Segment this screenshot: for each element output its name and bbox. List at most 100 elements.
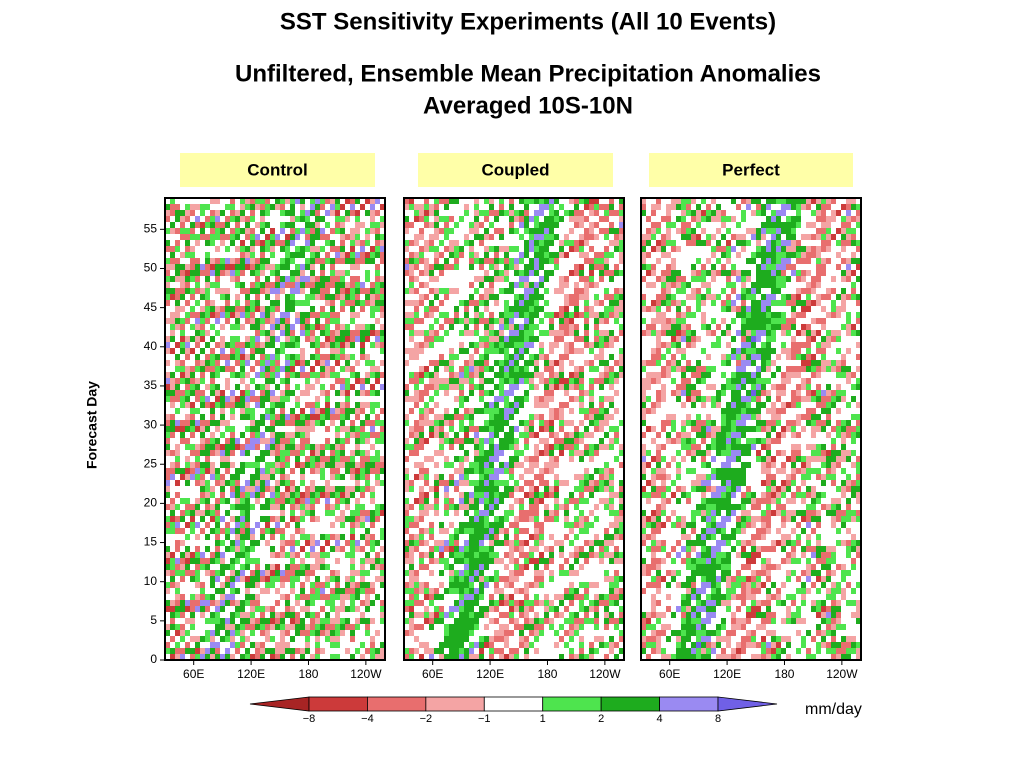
contour-cell	[290, 618, 295, 624]
contour-cell	[335, 228, 340, 234]
contour-cell	[524, 252, 529, 258]
contour-cell	[305, 624, 310, 630]
contour-cell	[345, 588, 350, 594]
contour-cell	[424, 468, 429, 474]
contour-cell	[459, 426, 464, 432]
contour-cell	[424, 264, 429, 270]
contour-cell	[225, 648, 230, 654]
contour-cell	[584, 204, 589, 210]
contour-cell	[280, 258, 285, 264]
contour-cell	[419, 468, 424, 474]
contour-cell	[200, 222, 205, 228]
contour-cell	[604, 330, 609, 336]
contour-cell	[584, 450, 589, 456]
contour-cell	[494, 468, 499, 474]
contour-cell	[275, 648, 280, 654]
contour-cell	[335, 558, 340, 564]
contour-cell	[589, 546, 594, 552]
contour-cell	[290, 588, 295, 594]
contour-cell	[235, 486, 240, 492]
contour-cell	[816, 294, 821, 300]
contour-cell	[594, 534, 599, 540]
contour-cell	[479, 222, 484, 228]
contour-cell	[270, 342, 275, 348]
contour-cell	[459, 390, 464, 396]
contour-cell	[180, 288, 185, 294]
contour-cell	[414, 348, 419, 354]
contour-cell	[190, 558, 195, 564]
contour-cell	[180, 264, 185, 270]
contour-cell	[320, 408, 325, 414]
contour-cell	[350, 240, 355, 246]
y-axis-label: Forecast Day	[84, 381, 100, 469]
contour-cell	[691, 210, 696, 216]
contour-cell	[315, 216, 320, 222]
contour-cell	[676, 228, 681, 234]
contour-cell	[816, 282, 821, 288]
contour-cell	[305, 648, 310, 654]
contour-cell	[429, 594, 434, 600]
contour-cell	[514, 480, 519, 486]
contour-cell	[539, 402, 544, 408]
contour-cell	[721, 264, 726, 270]
contour-cell	[514, 426, 519, 432]
contour-cell	[494, 492, 499, 498]
contour-cell	[504, 264, 509, 270]
contour-cell	[190, 462, 195, 468]
contour-cell	[609, 444, 614, 450]
contour-cell	[554, 384, 559, 390]
contour-cell	[509, 486, 514, 492]
contour-cell	[345, 300, 350, 306]
contour-cell	[260, 612, 265, 618]
contour-cell	[320, 372, 325, 378]
contour-cell	[320, 492, 325, 498]
contour-cell	[564, 330, 569, 336]
contour-cell	[816, 264, 821, 270]
contour-cell	[275, 402, 280, 408]
contour-cell	[549, 360, 554, 366]
contour-cell	[335, 318, 340, 324]
contour-cell	[195, 270, 200, 276]
contour-cell	[599, 636, 604, 642]
contour-cell	[534, 270, 539, 276]
contour-cell	[355, 432, 360, 438]
contour-cell	[751, 258, 756, 264]
contour-cell	[711, 252, 716, 258]
contour-cell	[245, 618, 250, 624]
contour-cell	[544, 354, 549, 360]
contour-cell	[524, 594, 529, 600]
contour-cell	[736, 252, 741, 258]
contour-cell	[230, 504, 235, 510]
contour-cell	[300, 270, 305, 276]
contour-cell	[524, 390, 529, 396]
contour-cell	[320, 324, 325, 330]
contour-cell	[235, 372, 240, 378]
contour-cell	[350, 456, 355, 462]
contour-cell	[529, 516, 534, 522]
contour-cell	[604, 318, 609, 324]
contour-cell	[375, 252, 380, 258]
contour-cell	[175, 396, 180, 402]
contour-cell	[424, 216, 429, 222]
contour-cell	[280, 288, 285, 294]
contour-cell	[514, 348, 519, 354]
contour-cell	[350, 234, 355, 240]
contour-cell	[544, 216, 549, 222]
contour-cell	[559, 360, 564, 366]
contour-cell	[210, 468, 215, 474]
contour-cell	[409, 570, 414, 576]
contour-cell	[474, 234, 479, 240]
contour-cell	[594, 264, 599, 270]
contour-cell	[474, 456, 479, 462]
contour-cell	[676, 288, 681, 294]
contour-cell	[559, 354, 564, 360]
contour-cell	[335, 390, 340, 396]
contour-cell	[569, 342, 574, 348]
contour-cell	[826, 246, 831, 252]
contour-cell	[360, 462, 365, 468]
contour-cell	[345, 216, 350, 222]
contour-cell	[529, 534, 534, 540]
contour-cell	[245, 462, 250, 468]
contour-cell	[811, 246, 816, 252]
contour-cell	[295, 594, 300, 600]
